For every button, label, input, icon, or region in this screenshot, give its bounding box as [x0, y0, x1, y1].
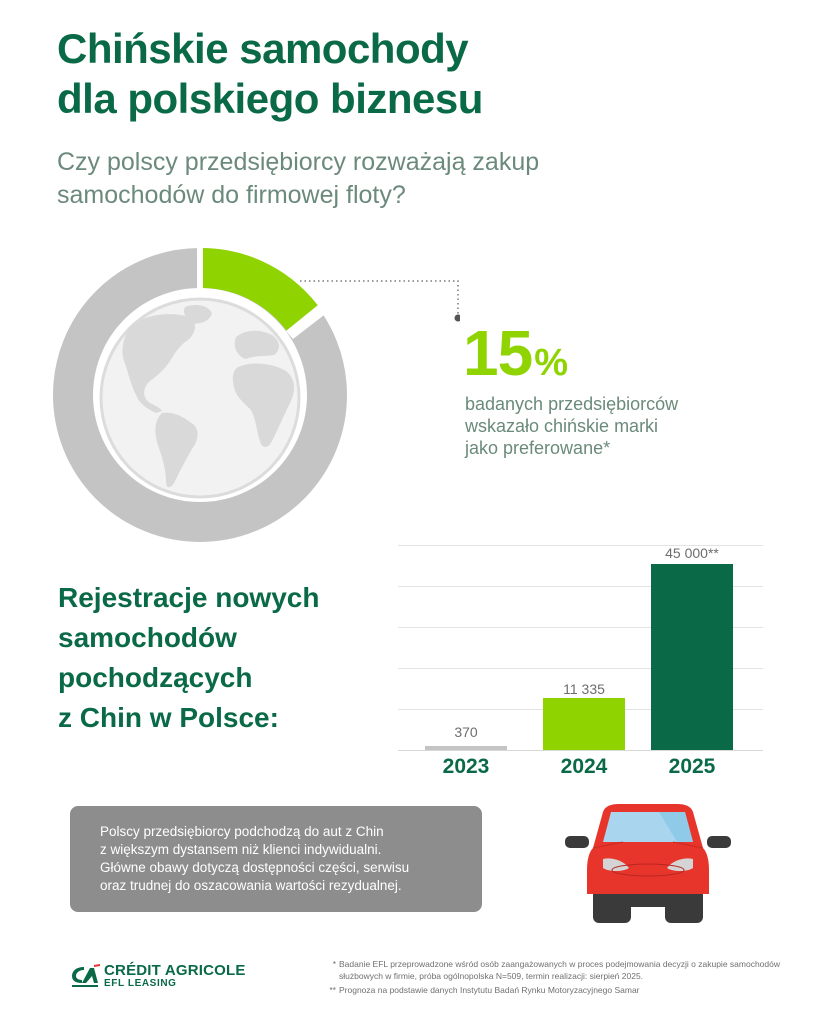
bar-2025 [651, 564, 733, 750]
note-box: Polscy przedsiębiorcy podchodzą do aut z… [70, 806, 482, 912]
x-label-2024: 2024 [560, 755, 608, 778]
footnotes: * Badanie EFL przeprowadzone wśród osób … [326, 958, 796, 998]
bar-value-2024: 11 335 [563, 681, 605, 697]
baseline [398, 750, 763, 751]
donut-highlight-segment [203, 248, 322, 334]
gridline [398, 627, 763, 628]
ca-logo-icon [72, 964, 100, 987]
stat-value: 15 [463, 317, 533, 389]
note-line-2: z większym dystansem niż klienci indywid… [100, 842, 382, 857]
globe-icon [99, 297, 301, 499]
donut-chart [50, 245, 350, 545]
registrations-title-line-1: Rejestracje nowych [58, 582, 320, 613]
stat-description: badanych przedsiębiorców wskazało chińsk… [465, 393, 678, 459]
bars-area [398, 545, 763, 750]
stat-desc-line-3: jako preferowane* [465, 438, 611, 458]
logo-main-text: CRÉDIT AGRICOLE [104, 962, 246, 979]
bar-2023 [425, 746, 507, 750]
registrations-title-line-3: pochodzących [58, 662, 253, 693]
page-subtitle: Czy polscy przedsiębiorcy rozważają zaku… [57, 146, 539, 212]
x-label-2025: 2025 [668, 755, 716, 778]
bar-value-2025: 45 000** [665, 545, 719, 561]
gridline [398, 586, 763, 587]
footnote-2-text: Prognoza na podstawie danych Instytutu B… [339, 985, 640, 995]
credit-agricole-logo: CRÉDIT AGRICOLE EFL LEASING [70, 962, 270, 993]
note-line-4: oraz trudnej do oszacowania wartości rez… [100, 878, 402, 893]
stat-desc-line-1: badanych przedsiębiorców [465, 394, 679, 414]
note-line-3: Główne obawy dotyczą dostępności części,… [100, 860, 410, 875]
registrations-bar-chart: 370 11 335 45 000** 2023 2024 2025 [398, 545, 763, 778]
stat-percentage: 15% [463, 317, 568, 398]
callout-connector [300, 280, 460, 322]
bar-value-2023: 370 [454, 724, 478, 740]
footnote-1-text: Badanie EFL przeprowadzone wśród osób za… [339, 959, 780, 981]
note-line-1: Polscy przedsiębiorcy podchodzą do aut z… [100, 824, 384, 839]
subtitle-line-2: samochodów do firmowej floty? [57, 181, 406, 209]
gridline [398, 668, 763, 669]
registrations-title: Rejestracje nowych samochodów pochodzący… [58, 578, 319, 738]
footnote-1: * Badanie EFL przeprowadzone wśród osób … [326, 958, 796, 982]
x-label-2023: 2023 [442, 755, 490, 778]
footnote-1-mark: * [332, 959, 336, 969]
title-line-2: dla polskiego biznesu [57, 75, 483, 122]
registrations-title-line-2: samochodów [58, 622, 237, 653]
stat-desc-line-2: wskazało chińskie marki [465, 416, 659, 436]
stat-unit: % [534, 342, 568, 384]
footnote-2-mark: ** [329, 985, 336, 995]
logo-sub-text: EFL LEASING [104, 978, 177, 989]
subtitle-line-1: Czy polscy przedsiębiorcy rozważają zaku… [57, 148, 540, 176]
car-icon [565, 804, 731, 923]
footnote-2: ** Prognoza na podstawie danych Instytut… [326, 984, 796, 996]
page-title: Chińskie samochody dla polskiego biznesu [57, 24, 483, 124]
bar-2024 [543, 698, 625, 750]
title-line-1: Chińskie samochody [57, 25, 469, 72]
gridline [398, 545, 763, 546]
registrations-title-line-4: z Chin w Polsce: [58, 702, 279, 733]
note-text: Polscy przedsiębiorcy podchodzą do aut z… [100, 823, 470, 895]
